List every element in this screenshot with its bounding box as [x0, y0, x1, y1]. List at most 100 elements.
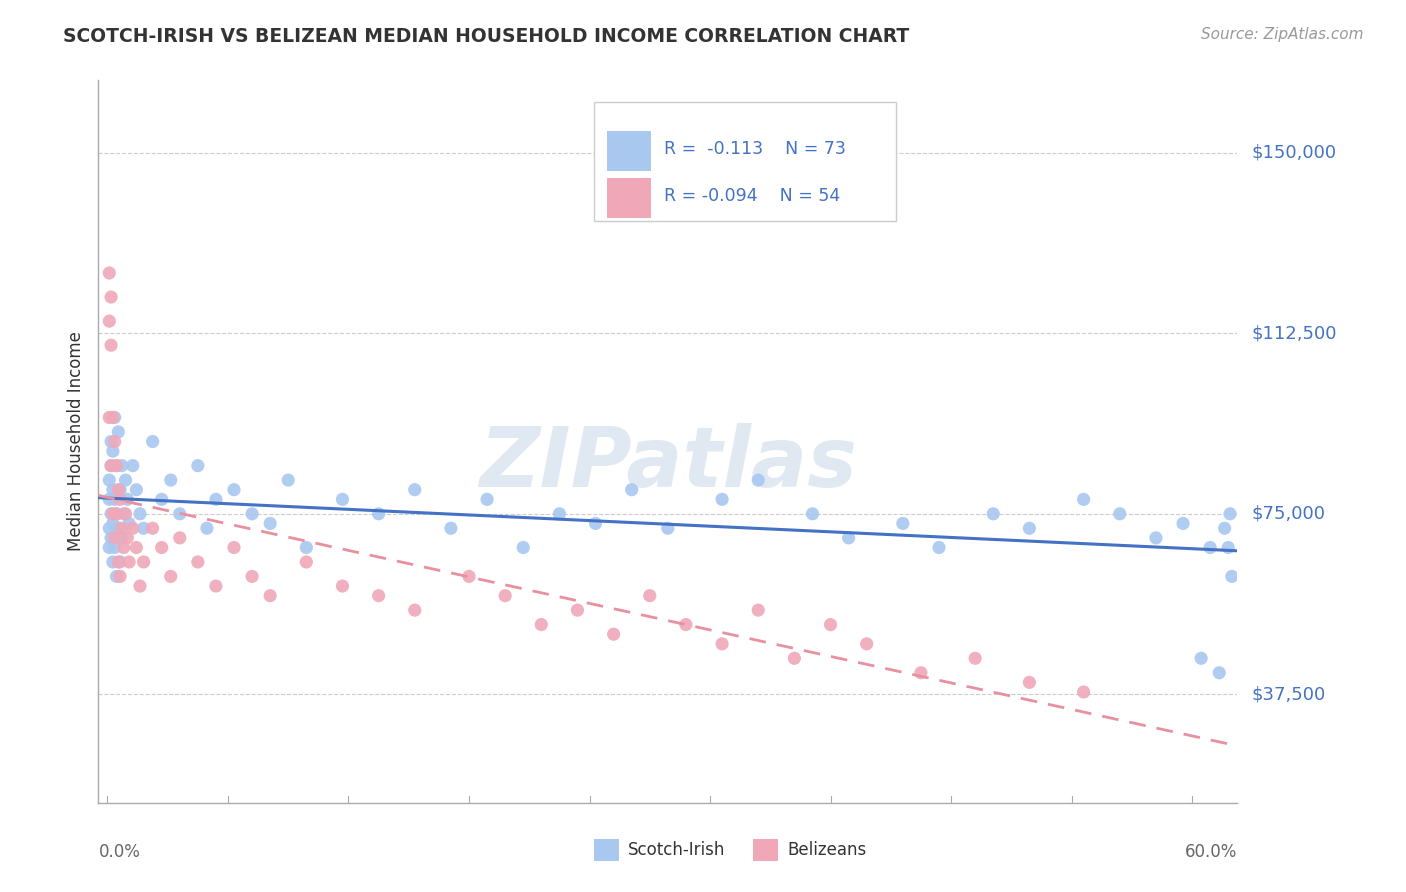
Point — [105, 507, 128, 521]
Point — [159, 569, 181, 583]
FancyBboxPatch shape — [607, 178, 651, 218]
Point — [98, 410, 121, 425]
Point — [530, 617, 553, 632]
Point — [458, 569, 481, 583]
Point — [108, 492, 131, 507]
Text: 0.0%: 0.0% — [98, 843, 141, 861]
Text: 60.0%: 60.0% — [1185, 843, 1237, 861]
Point — [108, 555, 131, 569]
Point — [98, 473, 121, 487]
Point — [98, 521, 121, 535]
Point — [107, 521, 129, 535]
Point — [259, 516, 281, 531]
Point — [783, 651, 806, 665]
Point — [125, 483, 148, 497]
Point — [801, 507, 824, 521]
Point — [205, 579, 228, 593]
Point — [142, 521, 165, 535]
Point — [585, 516, 607, 531]
Point — [1171, 516, 1194, 531]
Point — [620, 483, 643, 497]
Point — [1018, 521, 1040, 535]
Point — [150, 492, 173, 507]
Point — [108, 569, 131, 583]
Point — [295, 555, 318, 569]
Text: R =  -0.113    N = 73: R = -0.113 N = 73 — [665, 140, 846, 158]
Point — [1199, 541, 1222, 555]
Point — [112, 507, 135, 521]
Point — [105, 458, 128, 473]
Point — [1108, 507, 1130, 521]
Point — [98, 492, 121, 507]
Text: SCOTCH-IRISH VS BELIZEAN MEDIAN HOUSEHOLD INCOME CORRELATION CHART: SCOTCH-IRISH VS BELIZEAN MEDIAN HOUSEHOL… — [63, 27, 910, 45]
Point — [100, 507, 122, 521]
Point — [1208, 665, 1230, 680]
Point — [104, 492, 127, 507]
Point — [101, 507, 124, 521]
Point — [1220, 569, 1243, 583]
Point — [222, 483, 245, 497]
Point — [111, 521, 134, 535]
Point — [101, 444, 124, 458]
Point — [332, 492, 354, 507]
Point — [404, 603, 426, 617]
Point — [1073, 492, 1095, 507]
Point — [747, 603, 769, 617]
Point — [195, 521, 218, 535]
Point — [105, 569, 128, 583]
Point — [132, 555, 155, 569]
Point — [100, 458, 122, 473]
Point — [277, 473, 299, 487]
Point — [112, 541, 135, 555]
Text: $112,500: $112,500 — [1251, 324, 1337, 343]
Point — [1073, 685, 1095, 699]
Point — [548, 507, 571, 521]
Point — [142, 434, 165, 449]
Point — [295, 541, 318, 555]
Point — [367, 589, 389, 603]
Point — [169, 507, 191, 521]
Point — [100, 434, 122, 449]
Point — [494, 589, 516, 603]
Point — [159, 473, 181, 487]
Point — [475, 492, 498, 507]
Point — [101, 555, 124, 569]
Point — [117, 531, 139, 545]
Point — [222, 541, 245, 555]
Text: ZIPatlas: ZIPatlas — [479, 423, 856, 504]
Point — [104, 541, 127, 555]
Point — [820, 617, 842, 632]
Point — [711, 637, 734, 651]
Point — [965, 651, 987, 665]
Point — [891, 516, 914, 531]
Point — [187, 458, 209, 473]
Point — [107, 555, 129, 569]
Point — [121, 458, 143, 473]
Point — [512, 541, 534, 555]
Point — [107, 483, 129, 497]
FancyBboxPatch shape — [754, 838, 779, 861]
Point — [1219, 507, 1241, 521]
Point — [132, 521, 155, 535]
FancyBboxPatch shape — [607, 131, 651, 170]
Point — [1144, 531, 1167, 545]
Point — [855, 637, 877, 651]
Point — [205, 492, 228, 507]
Point — [107, 425, 129, 439]
Point — [114, 507, 136, 521]
Point — [602, 627, 624, 641]
Point — [747, 473, 769, 487]
Point — [240, 507, 263, 521]
Point — [114, 473, 136, 487]
Point — [125, 541, 148, 555]
Point — [101, 483, 124, 497]
Point — [100, 458, 122, 473]
Point — [117, 492, 139, 507]
Point — [1218, 541, 1240, 555]
Point — [118, 555, 141, 569]
Point — [187, 555, 209, 569]
Point — [638, 589, 661, 603]
Point — [101, 410, 124, 425]
Point — [111, 531, 134, 545]
Text: Scotch-Irish: Scotch-Irish — [628, 841, 725, 859]
